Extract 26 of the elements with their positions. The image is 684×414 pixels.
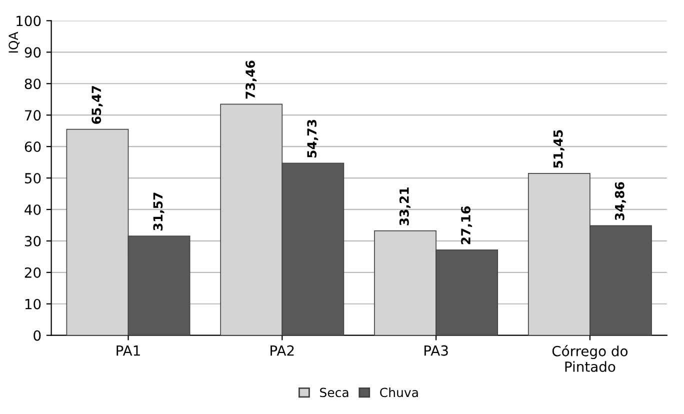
y-tick-label: 0 <box>34 330 41 341</box>
y-tick-label: 90 <box>24 47 41 58</box>
x-tick-label: PA2 <box>270 345 294 356</box>
y-tick-label: 80 <box>24 78 41 90</box>
y-tick-label: 30 <box>24 236 41 246</box>
x-tick-label: PA3 <box>424 345 448 356</box>
data-label: 34,86 <box>614 182 626 220</box>
data-label: 54,73 <box>307 120 318 158</box>
x-tick-label: Córrego do Pintado <box>552 345 628 372</box>
data-label: 51,45 <box>554 130 564 168</box>
y-tick-label: 50 <box>24 172 41 184</box>
y-tick-label: 60 <box>24 142 41 152</box>
data-label: 73,46 <box>246 60 257 99</box>
data-label: 33,21 <box>399 187 410 226</box>
x-tick-label: PA1 <box>116 345 140 356</box>
y-axis-title: IQA <box>8 32 20 53</box>
legend-label: Chuva <box>380 387 418 398</box>
data-label: 65,47 <box>92 86 103 124</box>
y-tick-label: 100 <box>16 16 41 26</box>
y-tick-label: 40 <box>24 204 41 215</box>
y-tick-label: 20 <box>24 267 41 278</box>
data-label: 27,16 <box>461 206 472 244</box>
y-tick-label: 70 <box>25 110 41 121</box>
y-tick-label: 10 <box>25 298 41 310</box>
data-label: 31,57 <box>153 192 164 230</box>
legend-label: Seca <box>320 388 348 398</box>
